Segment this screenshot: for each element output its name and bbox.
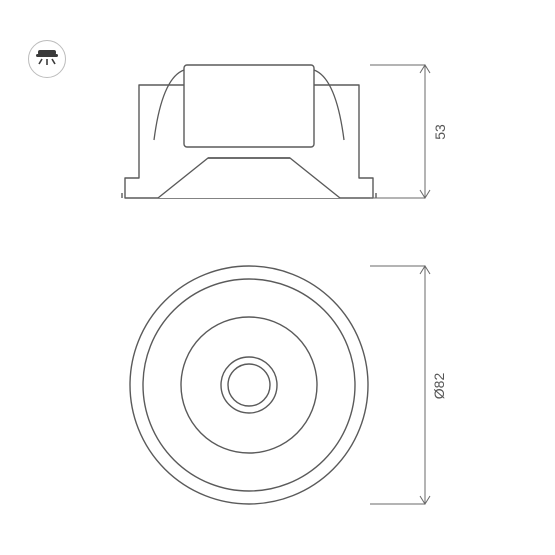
downlight-icon (28, 40, 66, 78)
dimension-height-label: 53 (432, 124, 448, 140)
technical-drawing-canvas: 53 Ø82 (0, 0, 555, 555)
plan-view (119, 255, 379, 515)
dimension-diameter-label: Ø82 (431, 373, 447, 399)
